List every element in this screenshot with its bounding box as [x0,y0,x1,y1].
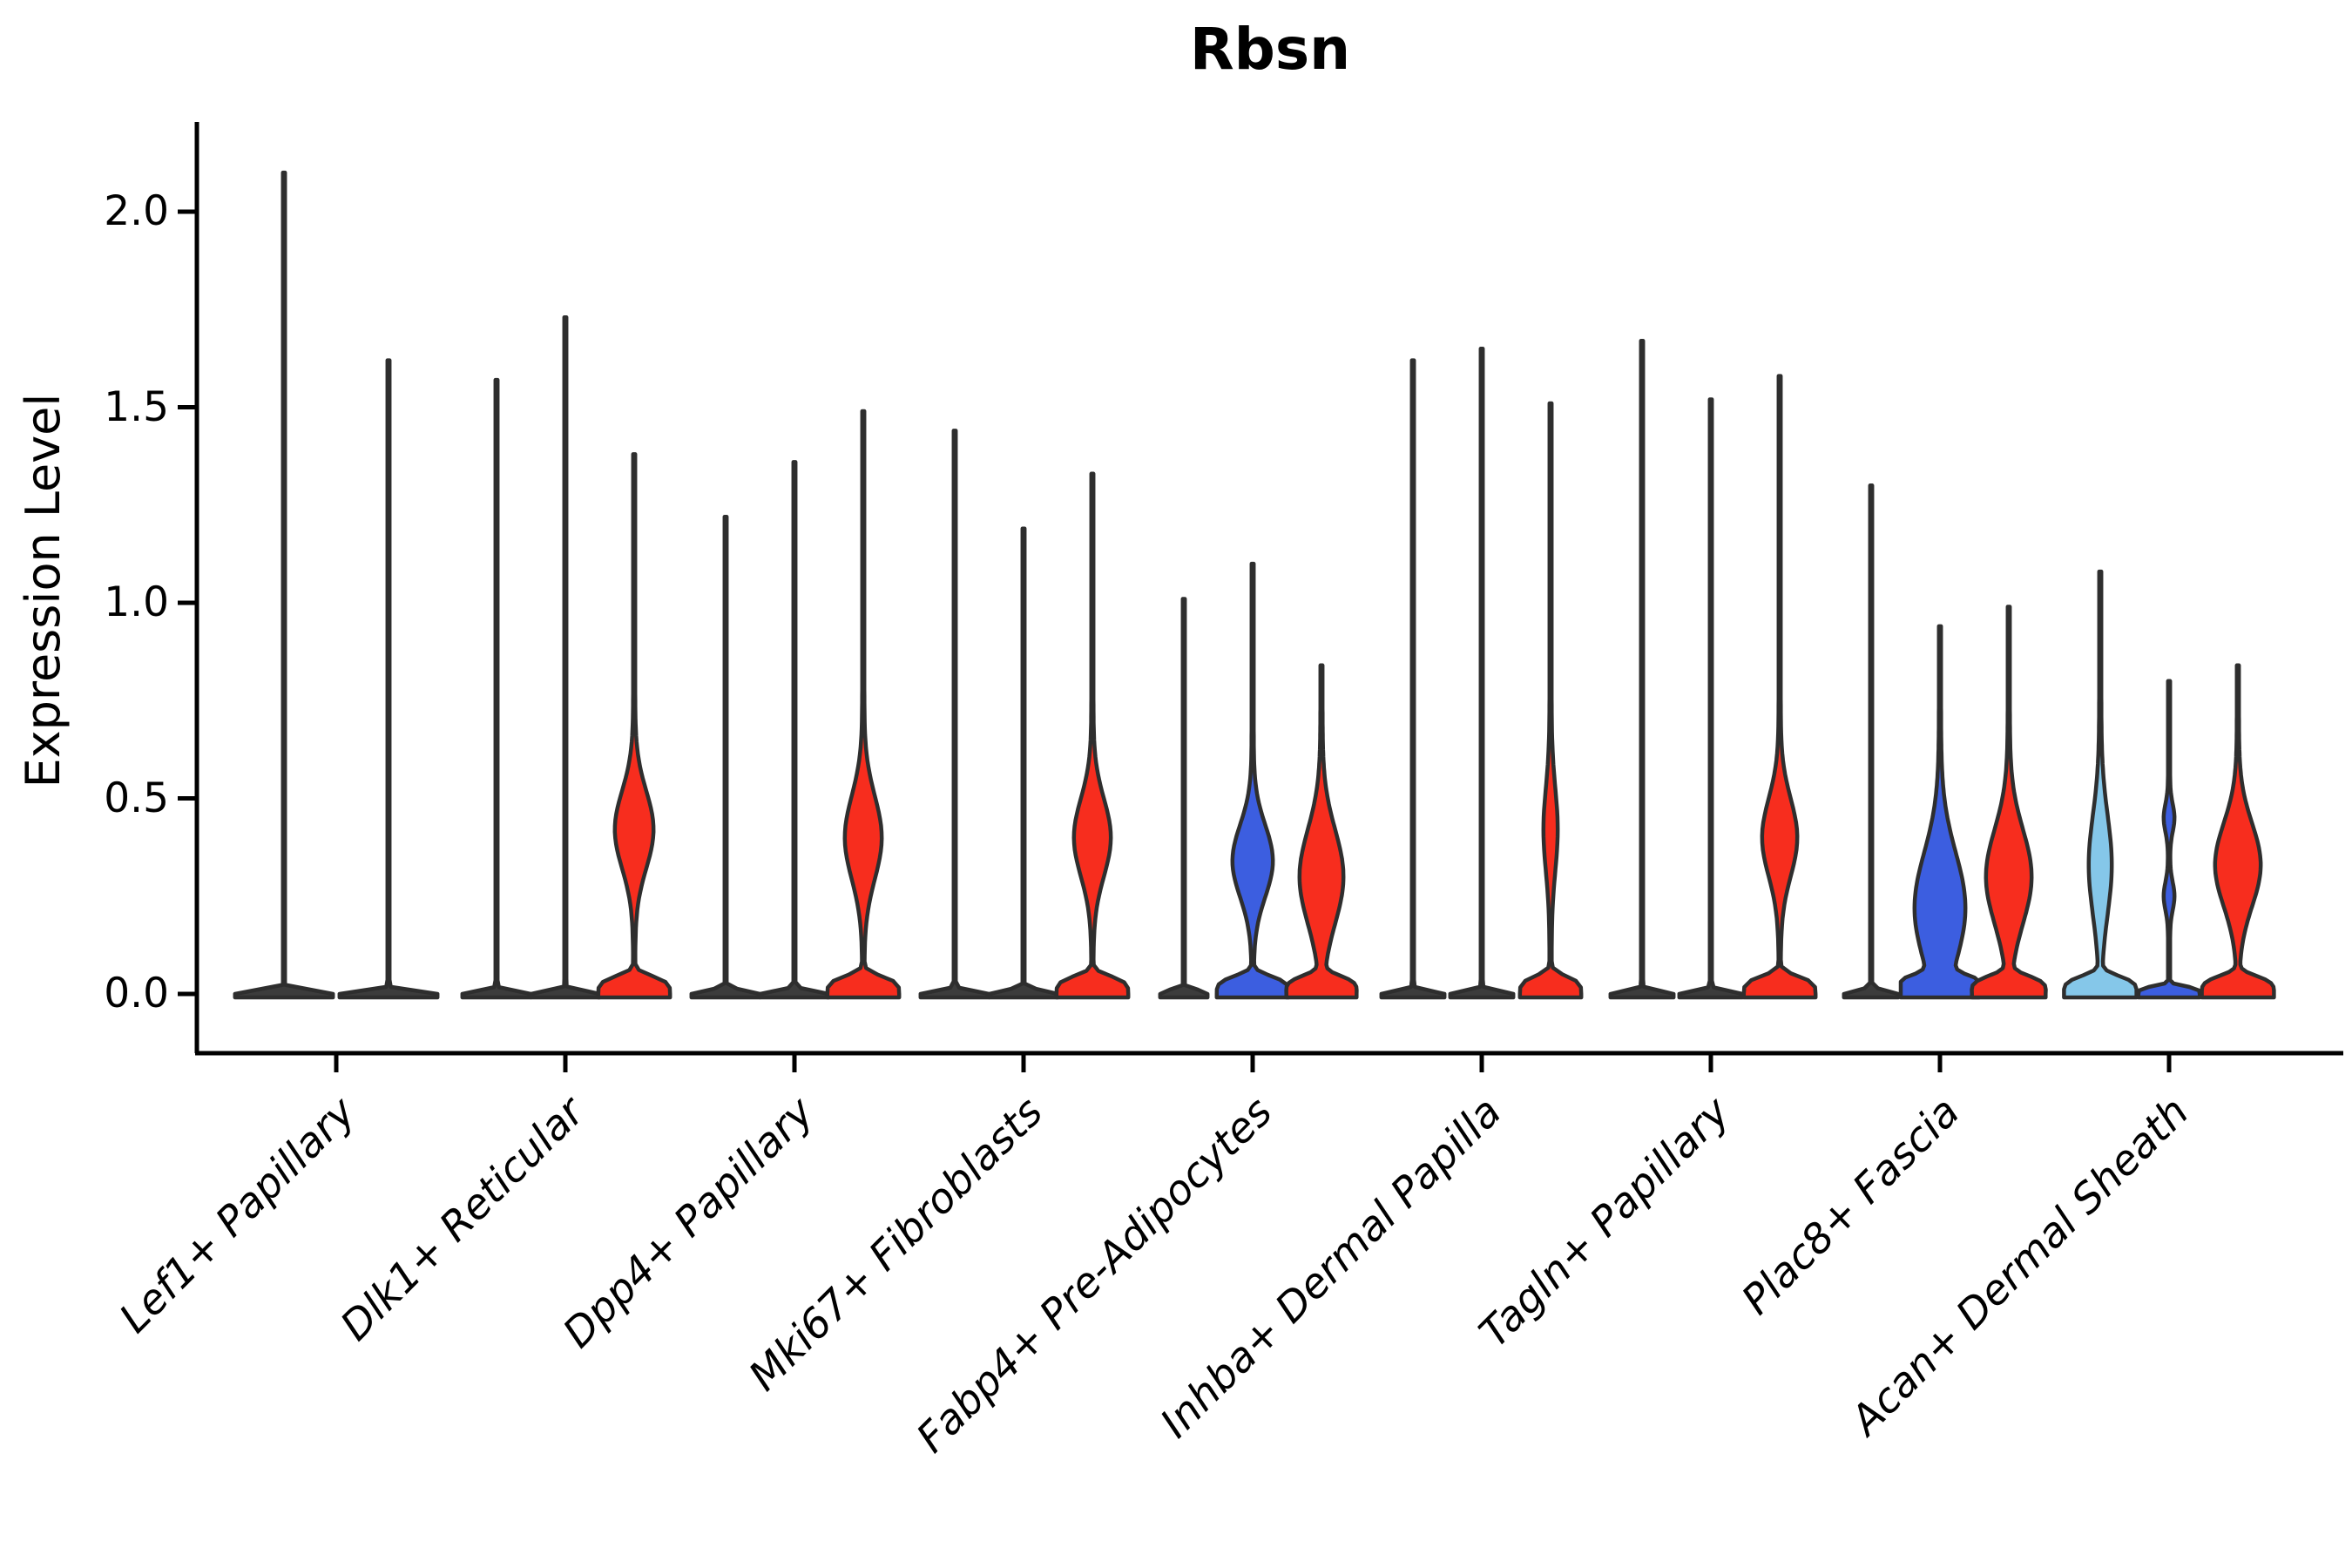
violin-line [1379,358,1447,1000]
violin-line [1158,597,1210,1000]
violin-line [529,314,602,1000]
violin-line [1842,483,1901,1000]
violin-line [987,526,1060,1000]
violin-red [1054,471,1131,1000]
violin-blue [2136,679,2202,1000]
violin-line [1448,346,1516,1000]
y-tick-label: 1.0 [104,578,169,626]
violin-red [2200,663,2276,1000]
violin-lightblue [2062,569,2139,1000]
violin-line [460,377,533,1000]
y-tick-label: 0.0 [104,970,169,1017]
violin-line [337,358,440,1000]
violin-line [1677,397,1745,1000]
violin-red [1284,663,1359,1000]
violin-blue [1214,561,1291,1000]
violin-red [1970,605,2048,1000]
violin-red [596,452,672,1000]
violin-line [758,460,831,1000]
y-tick-label: 1.5 [104,382,169,431]
violin-line [1608,338,1676,1000]
violin-line [918,429,991,1000]
violin-red [1741,374,1818,1000]
violin-red [1517,401,1584,1000]
violin-line [689,514,762,1000]
y-tick-label: 0.5 [104,774,169,822]
chart-title: Rbsn [1189,16,1351,83]
violin-line [233,170,335,1000]
violin-red [825,409,902,1000]
violin-blue [1898,624,1982,1000]
y-tick-label: 2.0 [104,187,169,235]
